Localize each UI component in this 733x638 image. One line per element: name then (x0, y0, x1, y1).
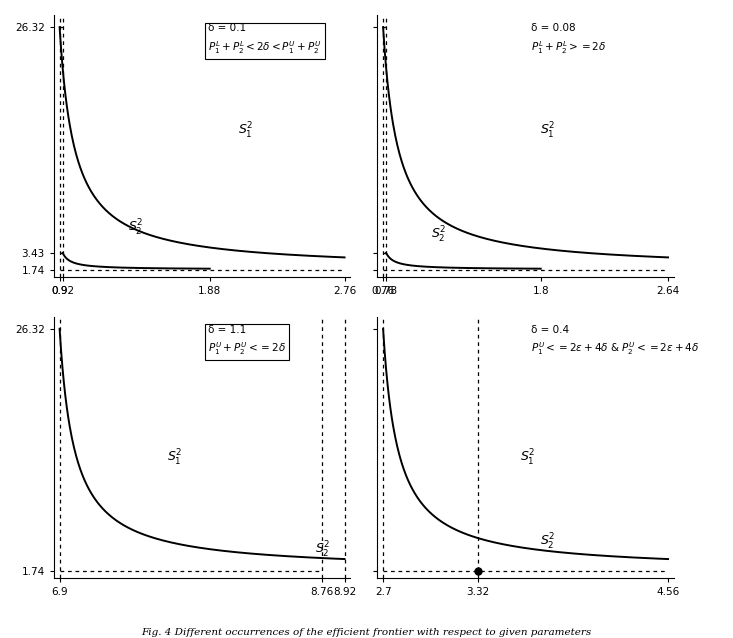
Text: δ = 0.08
$P_1^L + P_2^L >= 2\delta$: δ = 0.08 $P_1^L + P_2^L >= 2\delta$ (531, 23, 607, 56)
Text: δ = 0.1
$P_1^L + P_2^L < 2\delta < P_1^U + P_2^U$: δ = 0.1 $P_1^L + P_2^L < 2\delta < P_1^U… (208, 23, 322, 56)
Text: $S_1^2$: $S_1^2$ (540, 121, 556, 140)
Text: δ = 0.4
$P_1^U <= 2\varepsilon+4\delta$ & $P_2^U <= 2\varepsilon+4\delta$: δ = 0.4 $P_1^U <= 2\varepsilon+4\delta$ … (531, 325, 700, 357)
Text: $S_1^2$: $S_1^2$ (520, 449, 535, 468)
Text: $S_1^2$: $S_1^2$ (237, 121, 253, 140)
Text: Fig. 4 Different occurrences of the efficient frontier with respect to given par: Fig. 4 Different occurrences of the effi… (141, 628, 592, 637)
Text: $S_2^2$: $S_2^2$ (540, 532, 556, 553)
Text: δ = 1.1
$P_1^U + P_2^U <= 2\delta$: δ = 1.1 $P_1^U + P_2^U <= 2\delta$ (208, 325, 286, 357)
Text: $S_2^2$: $S_2^2$ (431, 225, 446, 246)
Text: $S_2^2$: $S_2^2$ (128, 218, 144, 237)
Text: $S_1^2$: $S_1^2$ (166, 449, 182, 468)
Text: $S_2^2$: $S_2^2$ (314, 540, 330, 560)
